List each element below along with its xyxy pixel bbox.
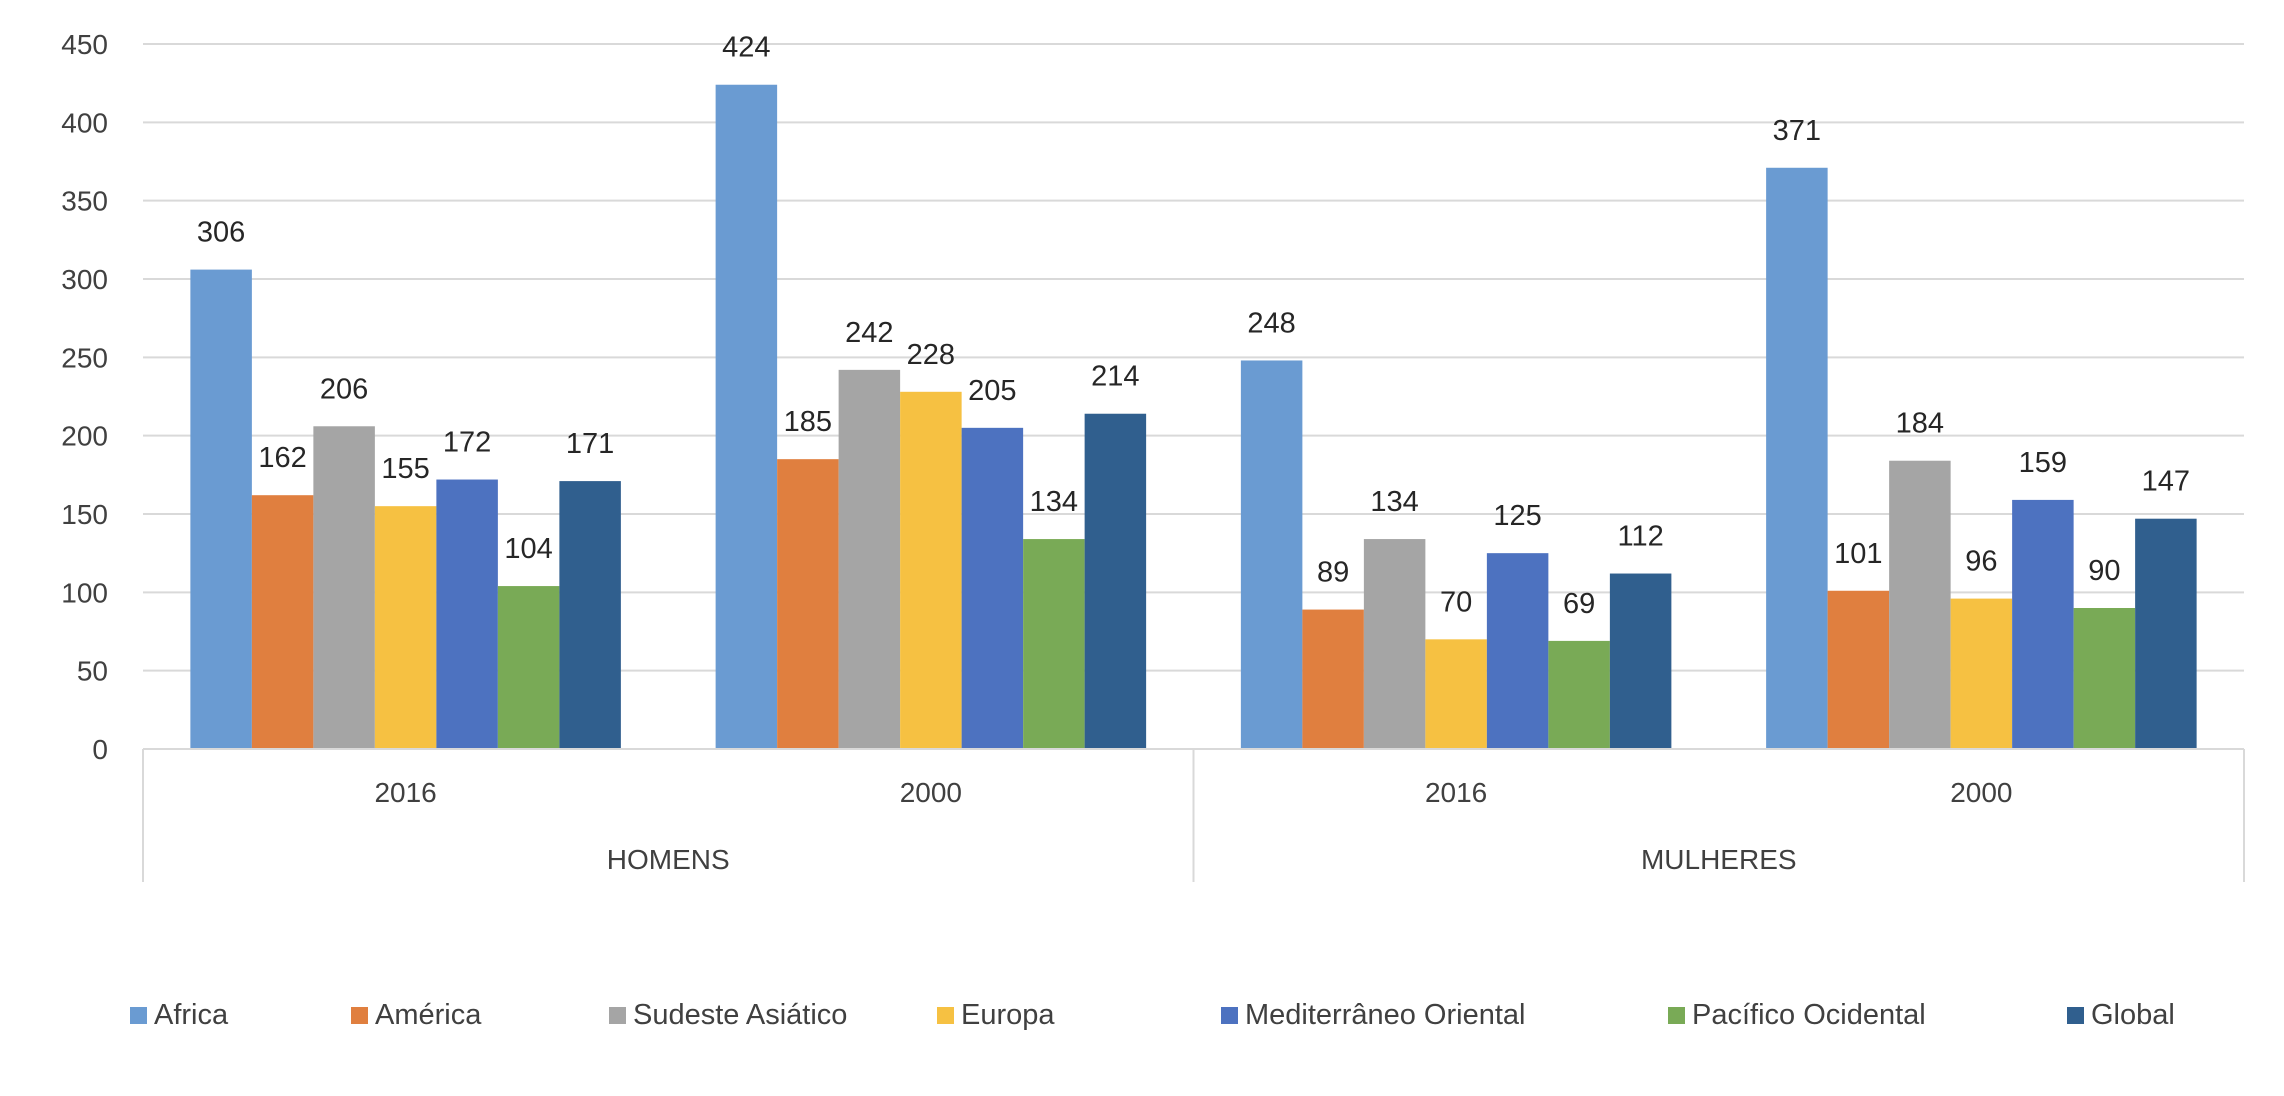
bar bbox=[1363, 539, 1426, 749]
bar bbox=[436, 479, 498, 749]
x-group-label: HOMENS bbox=[607, 844, 730, 875]
legend-label: Africa bbox=[154, 999, 229, 1031]
data-label: 424 bbox=[722, 32, 770, 64]
bar bbox=[313, 426, 375, 749]
y-tick-label: 400 bbox=[61, 107, 108, 138]
x-group-label: MULHERES bbox=[1641, 844, 1797, 875]
bar bbox=[838, 369, 901, 749]
bar bbox=[715, 84, 778, 749]
data-label: 147 bbox=[2142, 466, 2190, 498]
y-tick-label: 300 bbox=[61, 264, 108, 295]
bar bbox=[1827, 590, 1890, 749]
data-label: 371 bbox=[1773, 115, 1821, 147]
bar bbox=[2135, 518, 2197, 749]
legend-swatch bbox=[1668, 1007, 1685, 1024]
bar bbox=[1548, 640, 1610, 749]
bar bbox=[190, 269, 252, 749]
data-label: 89 bbox=[1317, 557, 1349, 589]
data-label: 134 bbox=[1370, 486, 1418, 518]
bar bbox=[1023, 539, 1085, 749]
bar bbox=[1084, 413, 1147, 749]
bar bbox=[1950, 598, 2013, 749]
x-axis: 2016 2000 HOMENS 2016 2000 MULHERES bbox=[142, 748, 2245, 882]
data-label: 96 bbox=[1965, 546, 1997, 578]
legend: Africa América Sudeste Asiático Europa Medit… bbox=[130, 999, 2175, 1031]
data-label: 171 bbox=[566, 428, 614, 460]
y-tick-label: 250 bbox=[61, 342, 108, 373]
legend-label: América bbox=[375, 999, 482, 1031]
x-tick-label: 2000 bbox=[900, 777, 962, 808]
bar bbox=[497, 586, 560, 749]
bar bbox=[2012, 499, 2074, 749]
bar bbox=[900, 391, 962, 749]
data-label: 214 bbox=[1091, 361, 1139, 393]
bars bbox=[190, 84, 2197, 749]
data-label: 155 bbox=[381, 453, 429, 485]
data-label: 159 bbox=[2019, 447, 2067, 479]
legend-label: Mediterrâneo Oriental bbox=[1245, 999, 1525, 1031]
legend-label: Europa bbox=[961, 999, 1055, 1031]
bar bbox=[1766, 167, 1828, 749]
y-tick-label: 350 bbox=[61, 186, 108, 217]
data-label: 104 bbox=[504, 533, 552, 565]
legend-label: Sudeste Asiático bbox=[633, 999, 847, 1031]
legend-swatch bbox=[609, 1007, 626, 1024]
y-tick-label: 0 bbox=[92, 734, 108, 765]
x-tick-label: 2000 bbox=[1950, 777, 2012, 808]
data-label: 69 bbox=[1563, 588, 1595, 620]
data-label: 70 bbox=[1440, 586, 1472, 618]
bar bbox=[1425, 639, 1487, 749]
bar bbox=[1889, 460, 1951, 749]
bar bbox=[961, 427, 1024, 749]
data-label: 306 bbox=[197, 217, 245, 249]
bar bbox=[1302, 609, 1364, 749]
bar bbox=[777, 459, 839, 749]
data-label: 228 bbox=[907, 339, 955, 371]
data-label: 134 bbox=[1030, 486, 1078, 518]
y-tick-label: 100 bbox=[61, 577, 108, 608]
bar bbox=[2073, 608, 2136, 749]
x-tick-label: 2016 bbox=[374, 777, 436, 808]
data-labels: 306 424 248 371 162 185 89 101 206 242 134 184 155 22… bbox=[197, 32, 2190, 620]
y-tick-label: 50 bbox=[77, 656, 108, 687]
data-label: 242 bbox=[845, 317, 893, 349]
data-label: 90 bbox=[2088, 555, 2120, 587]
y-tick-label: 450 bbox=[61, 29, 108, 60]
y-tick-label: 200 bbox=[61, 421, 108, 452]
data-label: 162 bbox=[258, 442, 306, 474]
bar bbox=[1486, 553, 1549, 749]
legend-swatch bbox=[937, 1007, 954, 1024]
bar bbox=[1609, 573, 1672, 749]
legend-label: Global bbox=[2091, 999, 2175, 1031]
y-tick-label: 150 bbox=[61, 499, 108, 530]
bar bbox=[1240, 360, 1303, 749]
data-label: 112 bbox=[1618, 521, 1664, 553]
bar bbox=[559, 481, 621, 749]
legend-swatch bbox=[351, 1007, 368, 1024]
bar bbox=[374, 506, 437, 749]
data-label: 125 bbox=[1493, 500, 1541, 532]
data-label: 205 bbox=[968, 375, 1016, 407]
data-label: 172 bbox=[443, 427, 491, 459]
data-label: 206 bbox=[320, 373, 368, 405]
bar bbox=[251, 495, 314, 749]
data-label: 248 bbox=[1247, 307, 1295, 339]
legend-label: Pacífico Ocidental bbox=[1692, 999, 1926, 1031]
legend-swatch bbox=[130, 1007, 147, 1024]
data-label: 184 bbox=[1896, 408, 1944, 440]
legend-swatch bbox=[1221, 1007, 1238, 1024]
x-tick-label: 2016 bbox=[1425, 777, 1487, 808]
legend-swatch bbox=[2067, 1007, 2084, 1024]
data-label: 185 bbox=[784, 406, 832, 438]
y-axis-ticks: 0 50 100 150 200 250 300 350 400 450 bbox=[61, 29, 108, 765]
data-label: 101 bbox=[1834, 538, 1882, 570]
